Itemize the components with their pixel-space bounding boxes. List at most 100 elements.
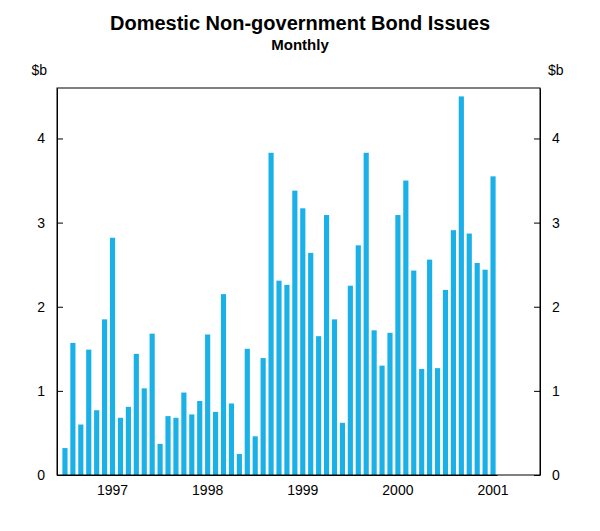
y2-tick-label: 3 <box>552 215 560 231</box>
bar <box>451 230 456 475</box>
bar <box>475 263 480 475</box>
y2-tick: 3 <box>534 215 560 231</box>
y2-tick-mark <box>534 307 540 308</box>
y2-tick: 4 <box>534 130 560 146</box>
bar <box>245 349 250 475</box>
bar <box>102 319 107 475</box>
y2-axis: 0 1 2 3 4 <box>534 89 560 483</box>
y-tick-label: 0 <box>37 467 45 483</box>
bar <box>316 336 321 475</box>
bar <box>142 388 147 475</box>
y-tick: 1 <box>37 383 63 399</box>
bar <box>427 260 432 475</box>
bar <box>78 425 83 475</box>
bar <box>411 271 416 475</box>
y-tick-label: 1 <box>37 383 45 399</box>
bar <box>324 215 329 475</box>
bar <box>419 369 424 475</box>
y-tick-label: 2 <box>37 299 45 315</box>
bar <box>213 412 218 475</box>
y-axis-line <box>57 89 58 476</box>
bar <box>284 285 289 475</box>
y2-tick-label: 1 <box>552 383 560 399</box>
plot-frame <box>57 88 540 475</box>
bar <box>403 181 408 475</box>
y2-axis-line <box>540 89 541 476</box>
y-tick-mark <box>57 391 63 392</box>
bar <box>181 393 186 475</box>
bar <box>158 444 163 475</box>
bar <box>94 410 99 475</box>
x-tick: 2000 <box>382 475 413 498</box>
bar <box>173 418 178 475</box>
y2-tick-mark <box>534 475 540 476</box>
x-tick-label: 2000 <box>382 482 413 498</box>
bar <box>379 366 384 475</box>
bar <box>253 436 258 475</box>
x-tick: 1998 <box>192 475 223 498</box>
x-tick-label: 1997 <box>97 482 128 498</box>
y-tick-mark <box>57 138 63 139</box>
x-axis: 1997 1998 1999 2000 2001 <box>62 475 509 498</box>
y2-tick: 0 <box>534 467 560 483</box>
subtitle: Monthly <box>271 36 329 53</box>
bar <box>490 176 495 475</box>
y2-tick-label: 4 <box>552 130 560 146</box>
bar <box>268 153 273 475</box>
y-tick: 0 <box>37 467 63 483</box>
y-tick-label: 3 <box>37 215 45 231</box>
y-tick: 2 <box>37 299 63 315</box>
y2-tick: 2 <box>534 299 560 315</box>
y-axis-title: $b <box>31 62 47 78</box>
bar <box>229 403 234 475</box>
bar <box>237 454 242 475</box>
bar <box>118 418 123 475</box>
y-tick-label: 4 <box>37 130 45 146</box>
bar <box>435 368 440 475</box>
bar <box>348 286 353 475</box>
bar <box>356 245 361 475</box>
bar <box>197 401 202 475</box>
bar <box>459 96 464 475</box>
x-tick-label: 1999 <box>287 482 318 498</box>
bar <box>300 208 305 475</box>
bar <box>292 191 297 475</box>
bar <box>165 416 170 475</box>
y2-tick-mark <box>534 391 540 392</box>
bar <box>483 270 488 475</box>
bar <box>387 333 392 475</box>
y-tick-mark <box>57 223 63 224</box>
y-tick-mark <box>57 307 63 308</box>
bar <box>332 319 337 475</box>
y-axis: 0 1 2 3 4 <box>37 89 63 483</box>
y2-tick-mark <box>534 138 540 139</box>
title: Domestic Non-government Bond Issues <box>110 12 490 34</box>
y2-tick-label: 0 <box>552 467 560 483</box>
bar <box>110 238 115 475</box>
bar <box>340 423 345 475</box>
y2-tick-label: 2 <box>552 299 560 315</box>
bar <box>62 448 67 475</box>
bar <box>150 334 155 475</box>
bar <box>276 281 281 475</box>
y2-tick: 1 <box>534 383 560 399</box>
y2-tick-mark <box>534 223 540 224</box>
bars <box>62 96 495 475</box>
x-tick-label: 2001 <box>477 482 508 498</box>
x-tick: 1999 <box>287 475 318 498</box>
bar <box>467 234 472 475</box>
bar <box>189 414 194 475</box>
y-tick: 4 <box>37 130 63 146</box>
x-tick: 2001 <box>477 475 508 498</box>
bar <box>205 335 210 475</box>
bar <box>126 407 131 475</box>
y2-axis-title: $b <box>548 62 564 78</box>
bar <box>86 350 91 475</box>
bar <box>308 253 313 475</box>
chart: Domestic Non-government Bond Issues Month… <box>0 0 600 531</box>
bar <box>134 354 139 475</box>
x-tick-label: 1998 <box>192 482 223 498</box>
bar <box>261 358 266 475</box>
bar <box>372 330 377 475</box>
x-axis-line <box>62 475 498 476</box>
